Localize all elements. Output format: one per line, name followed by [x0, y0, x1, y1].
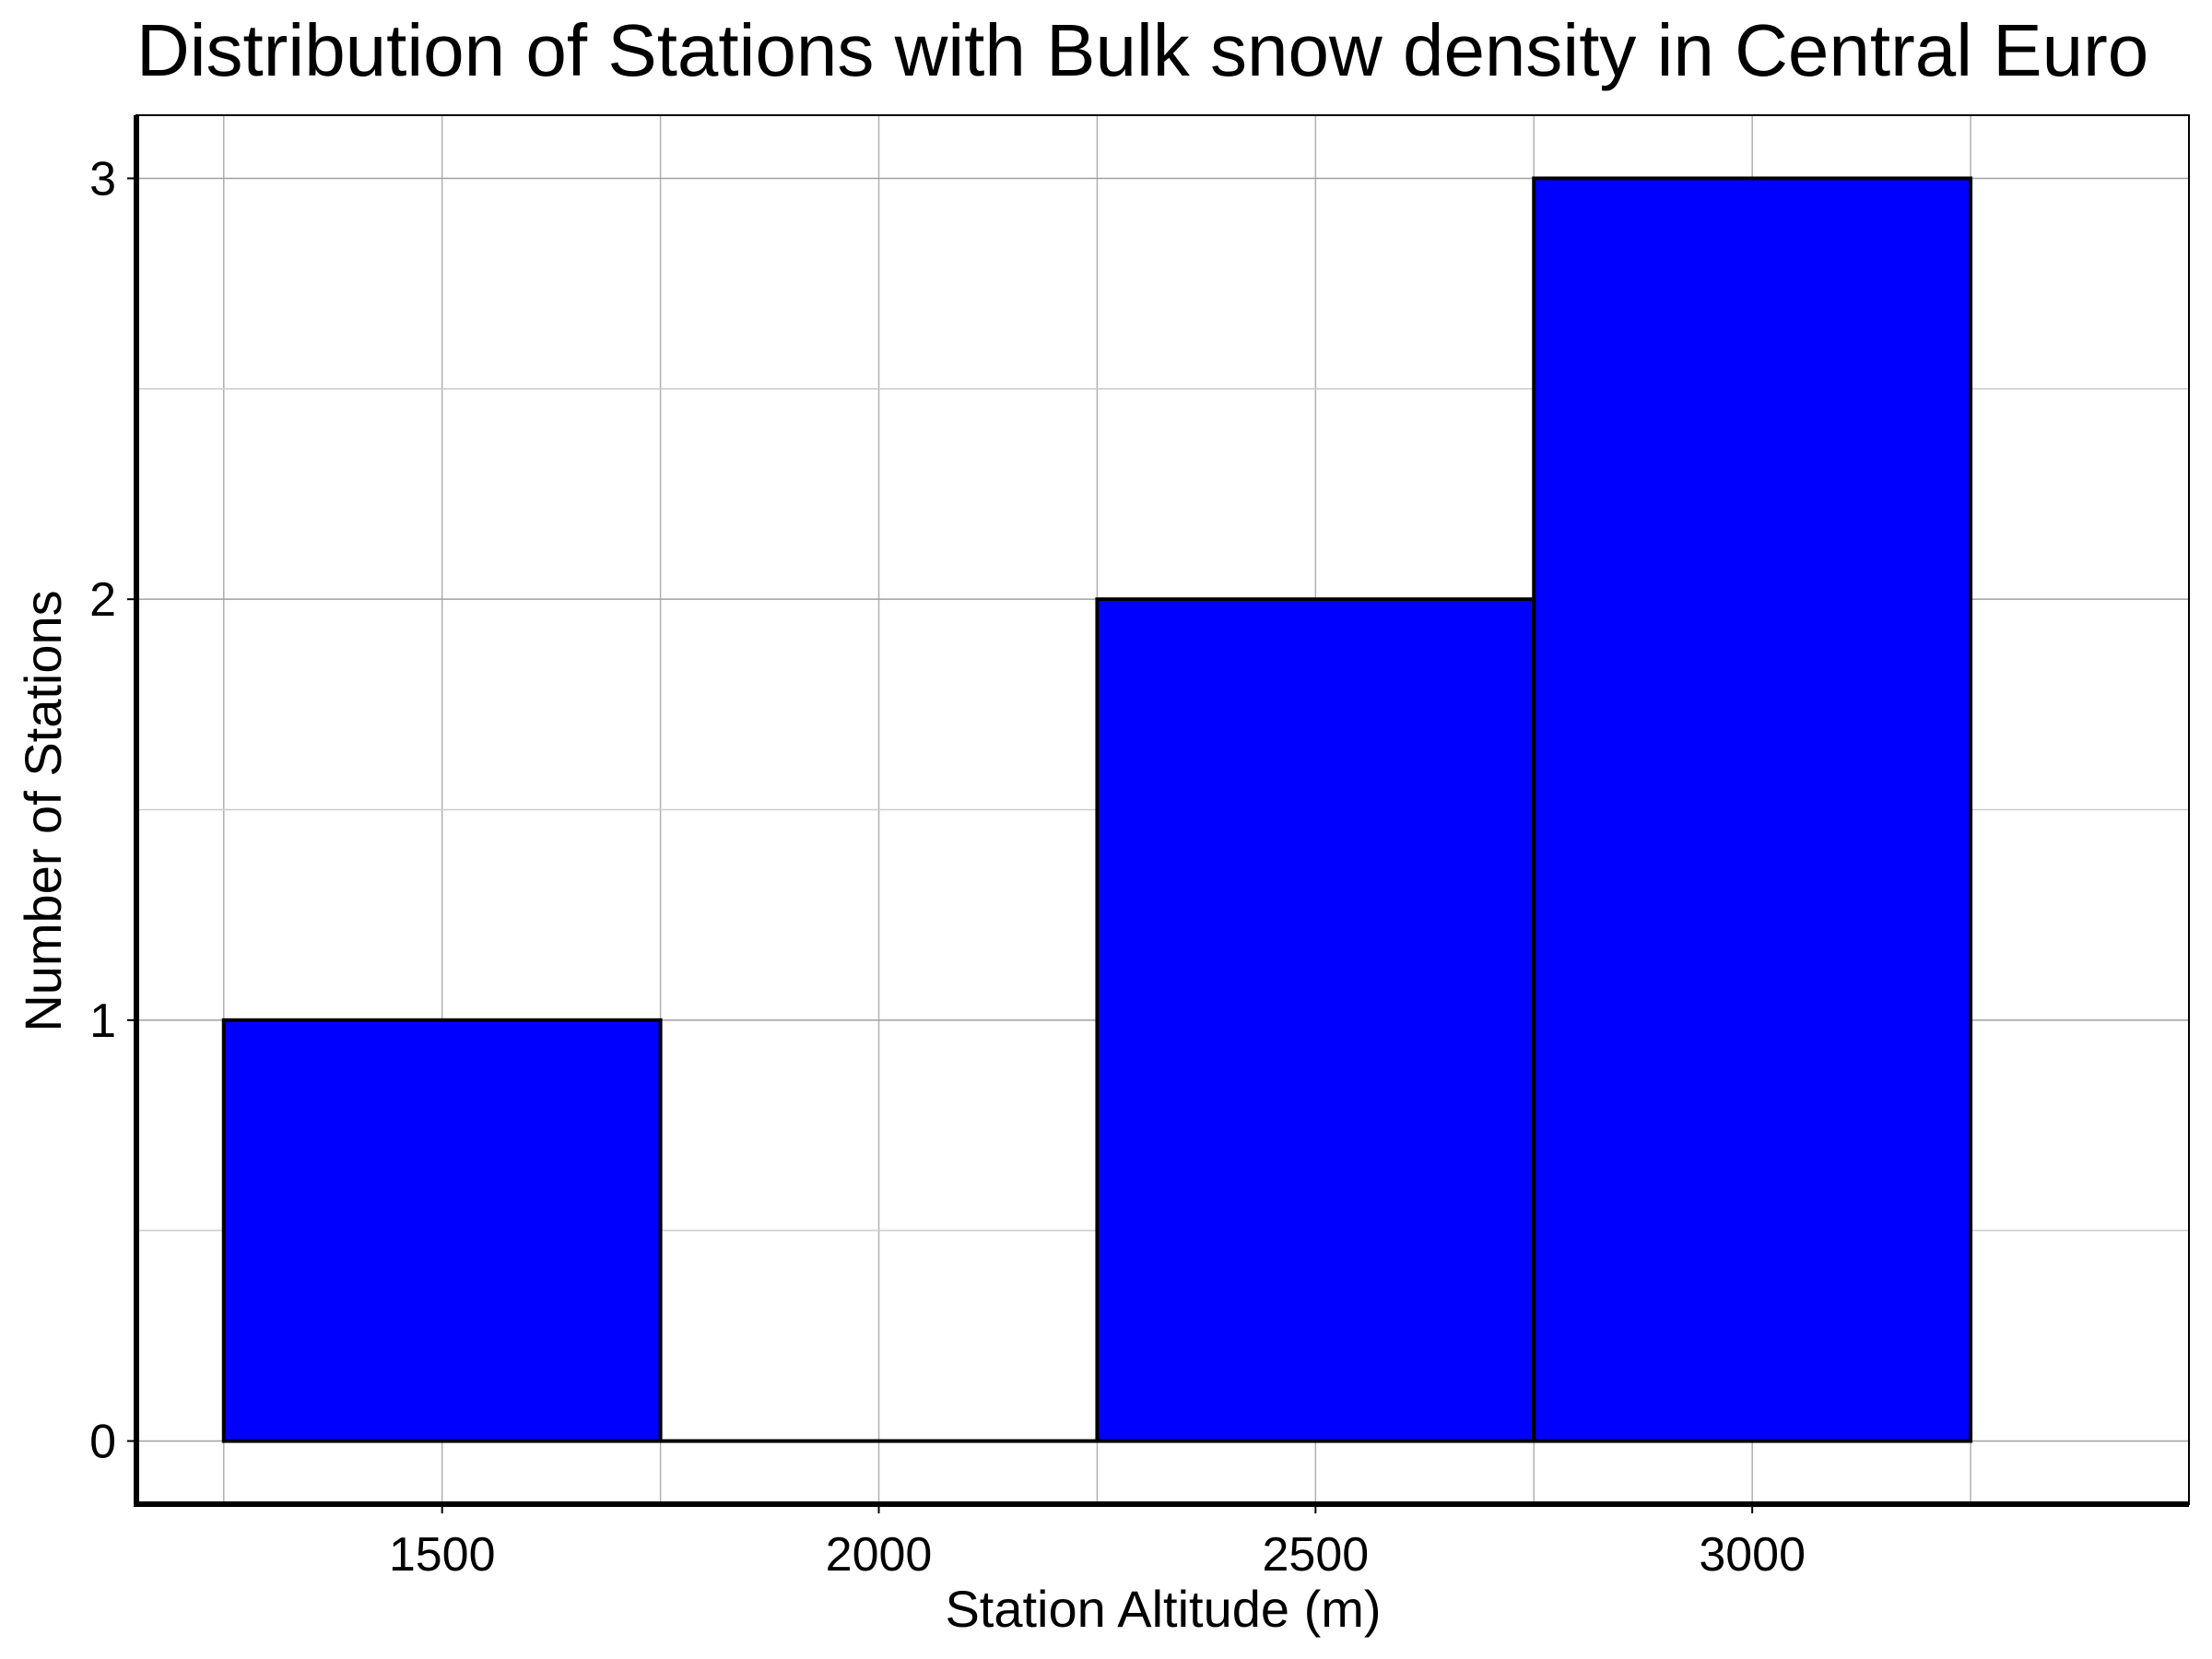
- x-tick-label: 3000: [1699, 1528, 1806, 1582]
- x-tick-label: 2500: [1262, 1528, 1369, 1582]
- histogram-bar: [1532, 176, 1973, 1443]
- y-tick-label: 2: [89, 573, 116, 627]
- y-tick-label: 3: [89, 153, 116, 206]
- chart-title: Distribution of Stations with Bulk snow …: [136, 9, 2148, 91]
- x-tick-label: 2000: [826, 1528, 933, 1582]
- x-tick-label: 1500: [389, 1528, 496, 1582]
- x-tick-labels: 1500 2000 2500 3000: [389, 1504, 1806, 1582]
- x-axis-title: Station Altitude (m): [945, 1580, 1381, 1638]
- axes: [134, 114, 2190, 1507]
- y-tick-labels: 0 1 2 3: [89, 153, 136, 1469]
- histogram-bar: [1095, 597, 1536, 1443]
- y-tick-label: 0: [89, 1416, 116, 1469]
- y-tick-label: 1: [89, 994, 116, 1048]
- histogram-bar: [221, 1018, 663, 1443]
- histogram-bars: [221, 176, 1973, 1443]
- y-axis-title: Number of Stations: [14, 590, 72, 1031]
